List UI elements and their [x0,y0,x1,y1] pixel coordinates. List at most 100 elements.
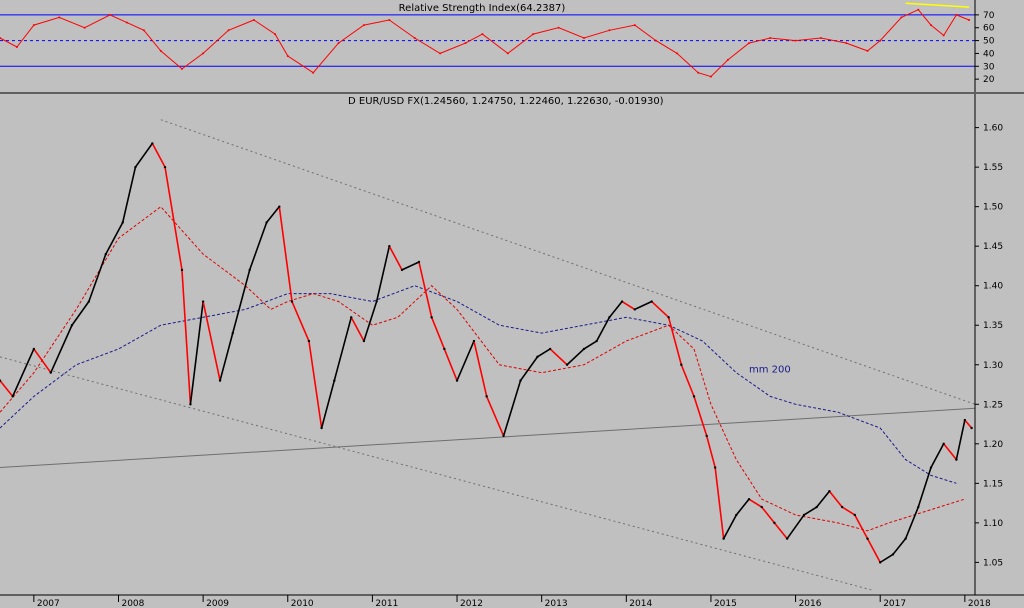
price-segment [121,166,137,223]
ma-200-line [0,285,957,484]
xtick-label: 2011 [375,599,398,608]
price-point [970,426,973,430]
price-point [400,268,404,272]
price-point [620,300,624,303]
price-segment [667,317,683,365]
rsi-point [286,55,289,57]
price-point [0,379,2,382]
rsi-point [866,49,869,52]
xtick-label: 2012 [460,599,483,608]
price-ytick-label: 1.60 [983,124,1003,134]
xtick-label: 2007 [37,599,60,608]
price-ytick-label: 1.15 [983,479,1003,489]
price-segment [634,300,653,311]
price-point [650,300,653,303]
xtick-label: 2014 [629,599,652,608]
rsi-point [726,58,729,61]
price-point [320,426,323,430]
price-point [548,347,552,351]
price-point [362,339,366,343]
price-segment [308,340,323,429]
price-segment [278,206,293,302]
rsi-point [955,13,958,16]
rsi-point [845,42,848,45]
rsi-point [464,42,467,45]
price-segment [231,269,251,334]
trendline [160,119,976,405]
price-point [430,316,433,319]
price-point [49,371,52,374]
rsi-point [0,37,1,39]
price-segment [456,340,475,381]
price-segment [866,538,881,563]
rsi-point [532,33,535,36]
price-segment [502,380,522,437]
rsi-point [917,8,920,11]
price-point [582,347,586,351]
price-segment [608,301,623,318]
price-segment [748,498,763,508]
price-segment [955,419,966,460]
price-point [760,505,763,509]
price-segment [320,380,336,429]
price-segment [803,506,818,516]
price-segment [680,364,695,397]
price-point [231,331,234,335]
price-segment [11,348,35,397]
price-point [667,316,670,319]
xtick-label: 2018 [968,599,991,608]
price-point [11,395,14,398]
price-point [802,513,806,517]
rsi-point [608,29,611,32]
rsi-point [582,37,585,39]
price-segment [71,301,90,326]
price-point [180,268,184,272]
xtick-label: 2015 [714,599,737,608]
price-point [151,142,154,145]
rsi-point [748,42,751,45]
xtick-label: 2016 [799,599,822,608]
price-point [290,300,294,303]
price-segment [761,506,776,524]
price-segment [841,506,856,516]
price-point [32,347,36,351]
xtick-label: 2017 [883,599,906,608]
xtick-label: 2008 [121,599,144,608]
rsi-ytick-label: 20 [983,75,995,85]
price-segment [854,514,869,540]
price-point [265,221,268,224]
price-point [307,339,311,343]
price-segment [693,396,708,437]
price-segment [904,506,920,539]
price-point [388,244,391,248]
rsi-point [769,37,772,39]
price-point [87,300,91,303]
rsi-point [481,33,484,36]
rsi-point [180,67,183,70]
rsi-ytick-label: 60 [983,24,995,34]
rsi-point [32,24,35,27]
price-ytick-label: 1.40 [983,282,1003,292]
price-ytick-label: 1.50 [983,203,1003,213]
price-segment [375,246,391,302]
price-segment [181,269,192,405]
price-point [189,403,192,406]
rsi-point [58,16,61,19]
price-segment [735,498,750,516]
rsi-point [709,75,712,78]
price-ytick-label: 1.25 [983,400,1003,410]
rsi-ytick-label: 40 [983,49,995,59]
price-segment [722,514,738,540]
rsi-point [413,37,416,39]
price-segment [202,301,221,381]
price-point [722,537,725,540]
price-ytick-label: 1.30 [983,361,1003,371]
price-point [705,434,708,438]
price-point [104,252,107,256]
price-point [565,363,569,366]
price-point [904,537,907,540]
price-segment [549,348,568,366]
price-point [879,561,882,564]
